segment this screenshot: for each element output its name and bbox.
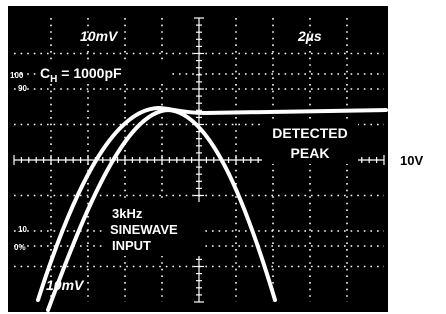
cap-value: = 1000pF: [57, 65, 122, 81]
cap-symbol: C: [40, 65, 50, 81]
scale-label: 0%: [14, 243, 26, 252]
scale-label: 10: [18, 225, 27, 234]
detected-label: PEAK: [291, 145, 330, 161]
sensitivity-label: 10mV: [46, 277, 85, 293]
timebase-label: 2µs: [297, 28, 322, 44]
scope-page: 10mV 2µs 100 90 10 0% CH = 1000pF DETECT…: [0, 0, 446, 314]
cap-subscript: H: [50, 74, 57, 85]
input-label: 3kHz: [112, 206, 143, 221]
sensitivity-label: 10mV: [80, 28, 119, 44]
scale-label: 90: [18, 84, 27, 93]
side-label: 10V: [400, 153, 423, 168]
scale-label: 100: [10, 71, 24, 80]
input-label: INPUT: [112, 238, 151, 253]
input-label: SINEWAVE: [110, 222, 178, 237]
detected-label: DETECTED: [272, 125, 347, 141]
